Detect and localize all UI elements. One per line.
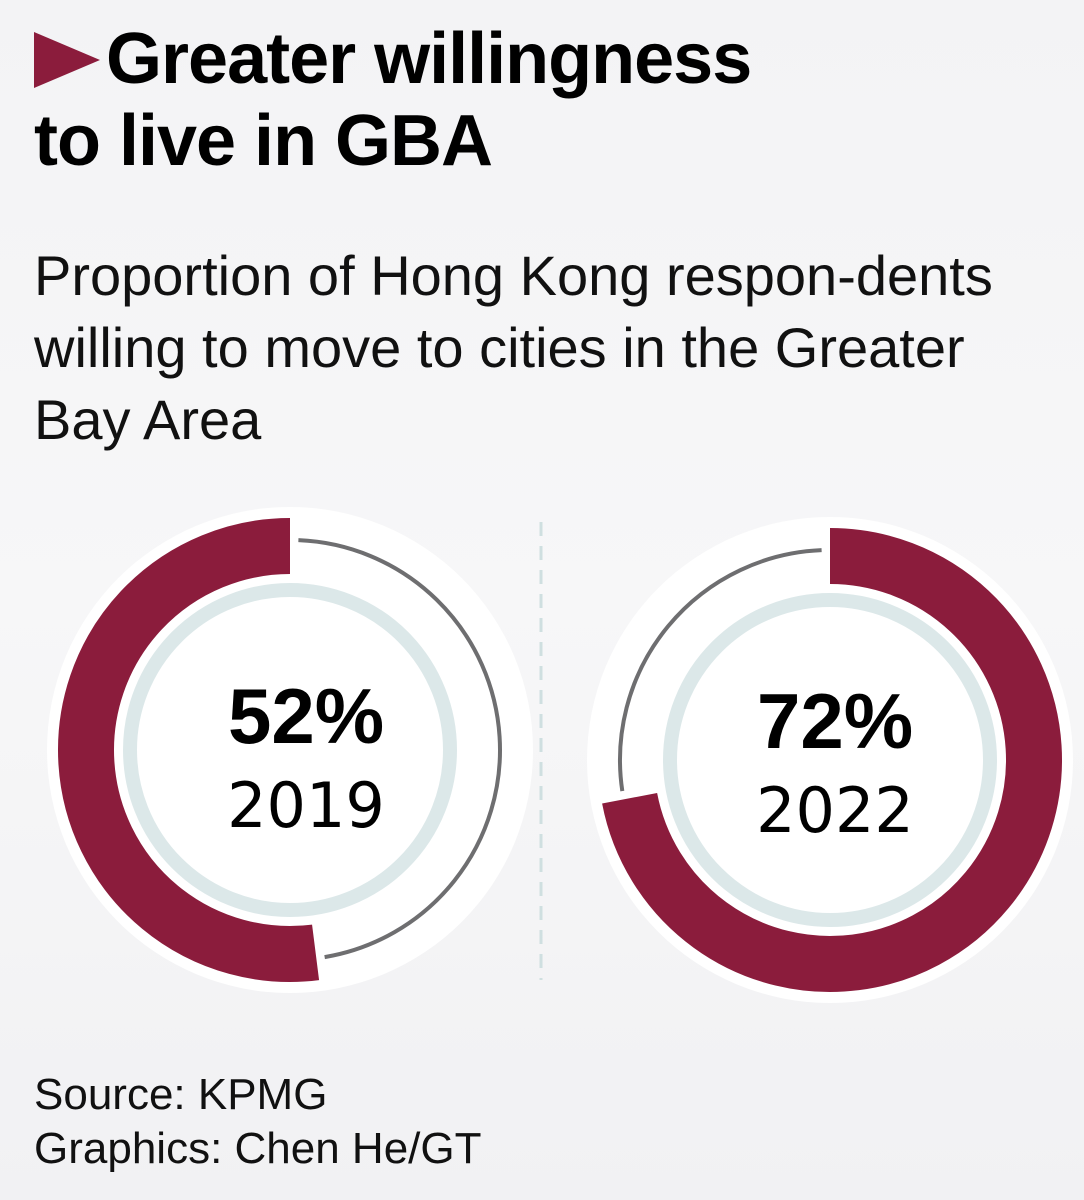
triangle-marker-icon: [34, 32, 100, 88]
year-label-2022: 2022: [756, 774, 914, 847]
inner-ring-2022: [663, 593, 997, 927]
title-line-2: to live in GBA: [34, 101, 493, 181]
value-label-2022: 72%: [757, 677, 913, 765]
value-arc-2022: [602, 528, 1062, 992]
chart-subtitle: Proportion of Hong Kong respon-dents wil…: [34, 244, 993, 451]
remainder-arc-2022: [618, 548, 822, 792]
graphics-credit: Graphics: Chen He/GT: [34, 1124, 482, 1173]
inner-ring-2019: [123, 583, 457, 917]
source-text: Source: KPMG: [34, 1070, 328, 1119]
value-arc-2019: [58, 518, 320, 982]
credits: Source: KPMG Graphics: Chen He/GT: [34, 1068, 482, 1176]
year-label-2019: 2019: [227, 769, 385, 842]
value-label-2019: 52%: [228, 672, 384, 760]
title-line-1: Greater willingness: [106, 19, 752, 99]
chart-title: Greater willingness to live in GBA: [34, 18, 752, 182]
remainder-arc-2019: [298, 538, 502, 960]
